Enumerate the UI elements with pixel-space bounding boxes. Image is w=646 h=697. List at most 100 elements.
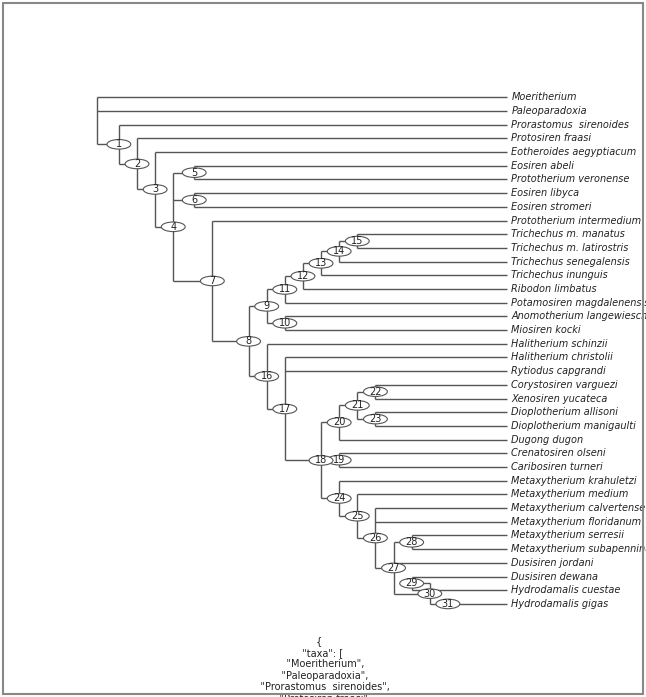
- Text: Rytiodus capgrandi: Rytiodus capgrandi: [512, 366, 606, 376]
- Text: 14: 14: [333, 246, 346, 256]
- Text: Halitherium christolii: Halitherium christolii: [512, 353, 613, 362]
- Text: 6: 6: [191, 195, 197, 205]
- Ellipse shape: [364, 533, 388, 543]
- Text: 24: 24: [333, 493, 346, 503]
- Text: 1: 1: [116, 139, 122, 149]
- Ellipse shape: [309, 259, 333, 268]
- Text: 29: 29: [406, 579, 418, 588]
- Ellipse shape: [400, 537, 424, 547]
- Text: 23: 23: [370, 414, 382, 424]
- Ellipse shape: [143, 185, 167, 194]
- Text: Anomotherium langewieschei: Anomotherium langewieschei: [512, 312, 646, 321]
- Ellipse shape: [328, 493, 351, 503]
- Ellipse shape: [418, 589, 442, 599]
- Text: Potamosiren magdalenensis: Potamosiren magdalenensis: [512, 298, 646, 307]
- Text: Metaxytherium floridanum: Metaxytherium floridanum: [512, 516, 641, 527]
- Text: Dioplotherium allisoni: Dioplotherium allisoni: [512, 407, 618, 418]
- Text: 28: 28: [406, 537, 418, 547]
- Ellipse shape: [255, 302, 278, 311]
- Text: Metaxytherium calvertense: Metaxytherium calvertense: [512, 503, 645, 513]
- Ellipse shape: [291, 271, 315, 281]
- Ellipse shape: [182, 195, 206, 205]
- Ellipse shape: [273, 284, 297, 294]
- Text: 4: 4: [170, 222, 176, 232]
- Text: Trichechus senegalensis: Trichechus senegalensis: [512, 256, 630, 267]
- Text: Metaxytherium serresii: Metaxytherium serresii: [512, 530, 624, 540]
- Text: Hydrodamalis cuestae: Hydrodamalis cuestae: [512, 585, 621, 595]
- Ellipse shape: [182, 168, 206, 178]
- Ellipse shape: [328, 418, 351, 427]
- Text: Dusisiren jordani: Dusisiren jordani: [512, 558, 594, 568]
- Text: 5: 5: [191, 168, 198, 178]
- Ellipse shape: [273, 404, 297, 414]
- Text: Eotheroides aegyptiacum: Eotheroides aegyptiacum: [512, 147, 636, 157]
- Text: 25: 25: [351, 511, 364, 521]
- Text: Trichechus m. latirostris: Trichechus m. latirostris: [512, 243, 629, 253]
- Text: 26: 26: [370, 533, 382, 543]
- Text: Miosiren kocki: Miosiren kocki: [512, 325, 581, 335]
- Text: Dusisiren dewana: Dusisiren dewana: [512, 572, 598, 581]
- Text: Prorastomus  sirenoides: Prorastomus sirenoides: [512, 120, 629, 130]
- Text: Eosiren abeli: Eosiren abeli: [512, 161, 574, 171]
- Ellipse shape: [346, 512, 370, 521]
- Text: Caribosiren turneri: Caribosiren turneri: [512, 462, 603, 472]
- Text: 30: 30: [424, 589, 436, 599]
- Ellipse shape: [436, 599, 460, 608]
- Text: Dugong dugon: Dugong dugon: [512, 435, 583, 445]
- Text: 20: 20: [333, 418, 346, 427]
- Text: Eosiren libyca: Eosiren libyca: [512, 188, 579, 198]
- Text: 22: 22: [369, 387, 382, 397]
- Text: Dioplotherium manigaulti: Dioplotherium manigaulti: [512, 421, 636, 431]
- Text: 15: 15: [351, 236, 364, 246]
- Ellipse shape: [364, 414, 388, 424]
- Text: 27: 27: [388, 563, 400, 573]
- Text: Trichechus m. manatus: Trichechus m. manatus: [512, 229, 625, 239]
- Text: Halitherium schinzii: Halitherium schinzii: [512, 339, 608, 348]
- Ellipse shape: [125, 159, 149, 169]
- Text: Moeritherium: Moeritherium: [512, 92, 577, 102]
- Text: 2: 2: [134, 159, 140, 169]
- Ellipse shape: [364, 387, 388, 397]
- Ellipse shape: [346, 401, 370, 410]
- Ellipse shape: [162, 222, 185, 231]
- Text: 16: 16: [260, 372, 273, 381]
- Ellipse shape: [328, 455, 351, 465]
- Text: 11: 11: [278, 284, 291, 294]
- Text: Prototherium veronense: Prototherium veronense: [512, 174, 630, 185]
- Text: Xenosiren yucateca: Xenosiren yucateca: [512, 394, 608, 404]
- Ellipse shape: [107, 139, 130, 149]
- Text: Metaxytherium medium: Metaxytherium medium: [512, 489, 629, 499]
- Text: 10: 10: [278, 319, 291, 328]
- Text: Trichechus inunguis: Trichechus inunguis: [512, 270, 608, 280]
- Ellipse shape: [273, 319, 297, 328]
- Text: Paleoparadoxia: Paleoparadoxia: [512, 106, 587, 116]
- Text: 31: 31: [442, 599, 454, 609]
- Ellipse shape: [255, 372, 278, 381]
- Text: 7: 7: [209, 276, 216, 286]
- Text: Corystosiren varguezi: Corystosiren varguezi: [512, 380, 618, 390]
- Text: 3: 3: [152, 185, 158, 194]
- Text: Crenatosiren olseni: Crenatosiren olseni: [512, 448, 606, 459]
- Ellipse shape: [346, 236, 370, 246]
- Text: 21: 21: [351, 400, 364, 411]
- Text: Protosiren fraasi: Protosiren fraasi: [512, 133, 592, 144]
- Text: 18: 18: [315, 455, 327, 466]
- Ellipse shape: [309, 456, 333, 466]
- Text: Metaxytherium subapenninum: Metaxytherium subapenninum: [512, 544, 646, 554]
- Text: Metaxytherium krahuletzi: Metaxytherium krahuletzi: [512, 475, 637, 486]
- Text: 8: 8: [245, 337, 252, 346]
- Text: Hydrodamalis gigas: Hydrodamalis gigas: [512, 599, 609, 609]
- Ellipse shape: [328, 247, 351, 256]
- Text: Prototherium intermedium: Prototherium intermedium: [512, 215, 641, 226]
- Text: 12: 12: [297, 271, 309, 281]
- Text: 17: 17: [278, 404, 291, 414]
- Text: 13: 13: [315, 259, 327, 268]
- Ellipse shape: [400, 579, 424, 588]
- Text: {
  "taxa": [
    "Moeritherium",
    "Paleoparadoxia",
    "Prorastomus  sireno: { "taxa": [ "Moeritherium", "Paleoparado…: [191, 625, 447, 697]
- Text: Ribodon limbatus: Ribodon limbatus: [512, 284, 597, 294]
- Text: 9: 9: [264, 301, 270, 312]
- Text: 19: 19: [333, 455, 346, 465]
- Ellipse shape: [382, 563, 406, 573]
- Ellipse shape: [200, 276, 224, 286]
- Text: Eosiren stromeri: Eosiren stromeri: [512, 202, 592, 212]
